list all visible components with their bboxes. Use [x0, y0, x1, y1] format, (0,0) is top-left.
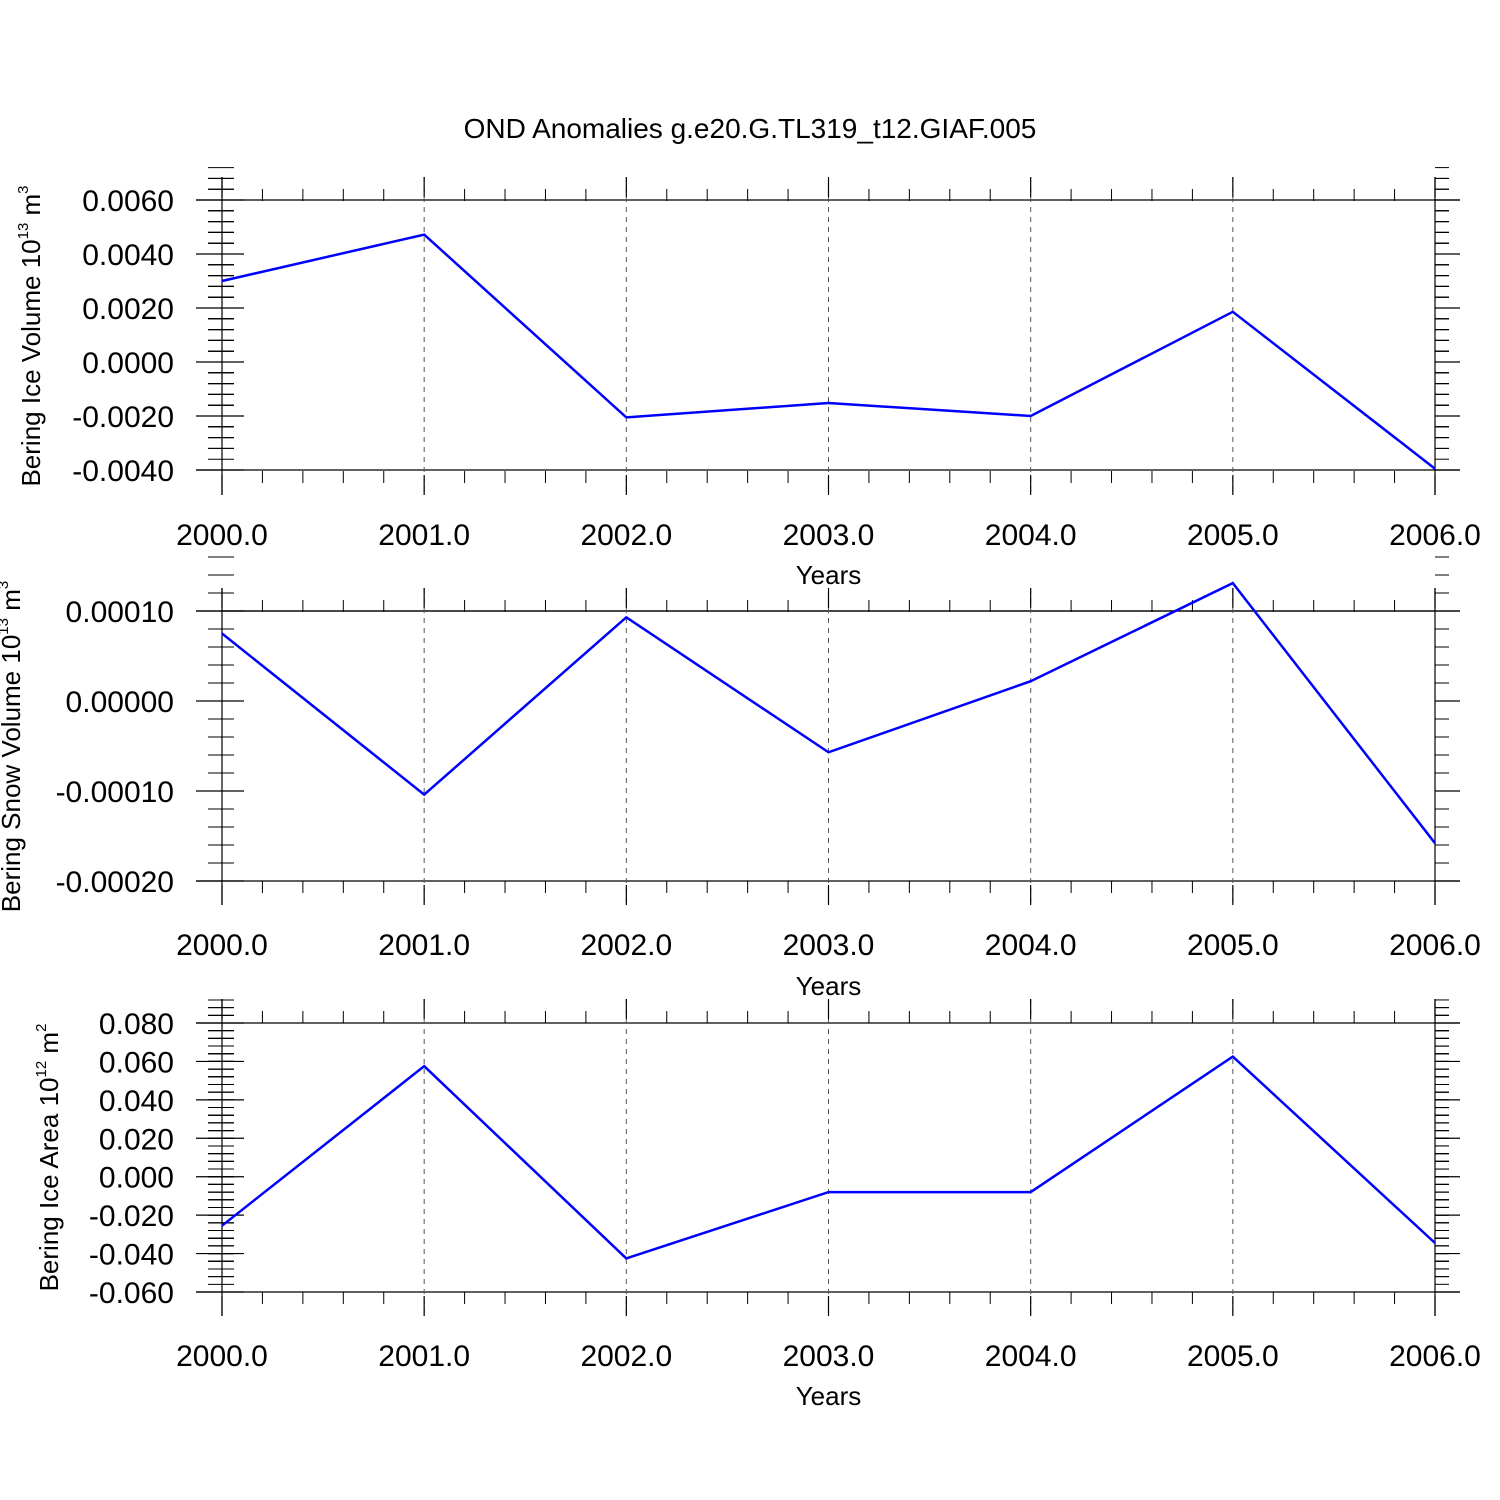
y-tick-label: 0.00010 — [66, 596, 174, 629]
x-axis-label: Years — [796, 1381, 862, 1411]
x-tick-label: 2001.0 — [378, 1340, 470, 1373]
y-axis-label-unit-exponent: 3 — [15, 185, 32, 193]
x-tick-label: 2004.0 — [985, 929, 1077, 962]
y-tick-label: 0.0020 — [82, 293, 174, 326]
y-axis-label: Bering Ice Volume 1013 m3 — [15, 185, 46, 486]
x-axis-label: Years — [796, 560, 862, 590]
y-tick-label: 0.00000 — [66, 686, 174, 719]
y-tick-label: 0.040 — [99, 1085, 174, 1118]
x-tick-label: 2004.0 — [985, 519, 1077, 552]
y-tick-label: 0.0040 — [82, 239, 174, 272]
y-tick-label: 0.080 — [99, 1008, 174, 1041]
y-axis-label-unit: m — [16, 194, 46, 223]
x-tick-label: 2005.0 — [1187, 519, 1279, 552]
y-tick-label: -0.00010 — [56, 776, 174, 809]
y-tick-label: -0.00020 — [56, 866, 174, 899]
chart-title: OND Anomalies g.e20.G.TL319_t12.GIAF.005 — [464, 113, 1037, 144]
x-tick-label: 2001.0 — [378, 929, 470, 962]
y-axis-label-unit-exponent: 3 — [0, 581, 12, 589]
y-axis-label-exponent: 13 — [0, 618, 12, 635]
y-tick-label: -0.040 — [89, 1239, 174, 1272]
y-tick-label: 0.020 — [99, 1123, 174, 1156]
series-line — [221, 1055, 1436, 1260]
x-tick-label: 2003.0 — [783, 929, 875, 962]
y-axis-label-main: Bering Ice Volume 10 — [16, 239, 46, 486]
y-tick-label: -0.060 — [89, 1277, 174, 1310]
x-axis-label: Years — [796, 971, 862, 1001]
x-tick-label: 2000.0 — [176, 519, 268, 552]
x-tick-label: 2002.0 — [580, 519, 672, 552]
y-axis-label-unit: m — [34, 1032, 64, 1061]
x-tick-label: 2000.0 — [176, 929, 268, 962]
y-axis-label: Bering Ice Area 1012 m2 — [33, 1024, 64, 1292]
x-tick-label: 2005.0 — [1187, 1340, 1279, 1373]
y-axis-label-main: Bering Ice Area 10 — [34, 1078, 64, 1292]
x-tick-label: 2006.0 — [1389, 929, 1481, 962]
y-axis-label-unit: m — [0, 589, 26, 618]
y-axis-label-exponent: 12 — [33, 1061, 50, 1078]
x-tick-label: 2002.0 — [580, 1340, 672, 1373]
x-tick-label: 2005.0 — [1187, 929, 1279, 962]
y-tick-label: -0.0040 — [72, 455, 174, 488]
y-axis-label: Bering Snow Volume 1013 m3 — [0, 581, 26, 912]
y-axis-label-exponent: 13 — [15, 223, 32, 240]
x-tick-label: 2004.0 — [985, 1340, 1077, 1373]
y-axis-label-main: Bering Snow Volume 10 — [0, 635, 26, 913]
x-tick-label: 2006.0 — [1389, 1340, 1481, 1373]
x-tick-label: 2002.0 — [580, 929, 672, 962]
y-tick-label: -0.0020 — [72, 401, 174, 434]
y-tick-label: 0.000 — [99, 1162, 174, 1195]
chart-panel-3: 0.080 0.060 0.040 0.020 0.000 -0.020 -0.040 -0.… — [33, 999, 1481, 1411]
x-tick-label: 2006.0 — [1389, 519, 1481, 552]
x-tick-label: 2003.0 — [783, 519, 875, 552]
y-tick-label: -0.020 — [89, 1200, 174, 1233]
x-tick-label: 2000.0 — [176, 1340, 268, 1373]
y-tick-label: 0.0060 — [82, 185, 174, 218]
x-tick-label: 2003.0 — [783, 1340, 875, 1373]
y-tick-label: 0.0000 — [82, 347, 174, 380]
y-tick-label: 0.060 — [99, 1046, 174, 1079]
y-axis-label-unit-exponent: 2 — [33, 1024, 50, 1032]
chart-panel-1: 0.00600.00400.00200.0000-0.0020-0.004020… — [15, 167, 1481, 590]
x-tick-label: 2001.0 — [378, 519, 470, 552]
